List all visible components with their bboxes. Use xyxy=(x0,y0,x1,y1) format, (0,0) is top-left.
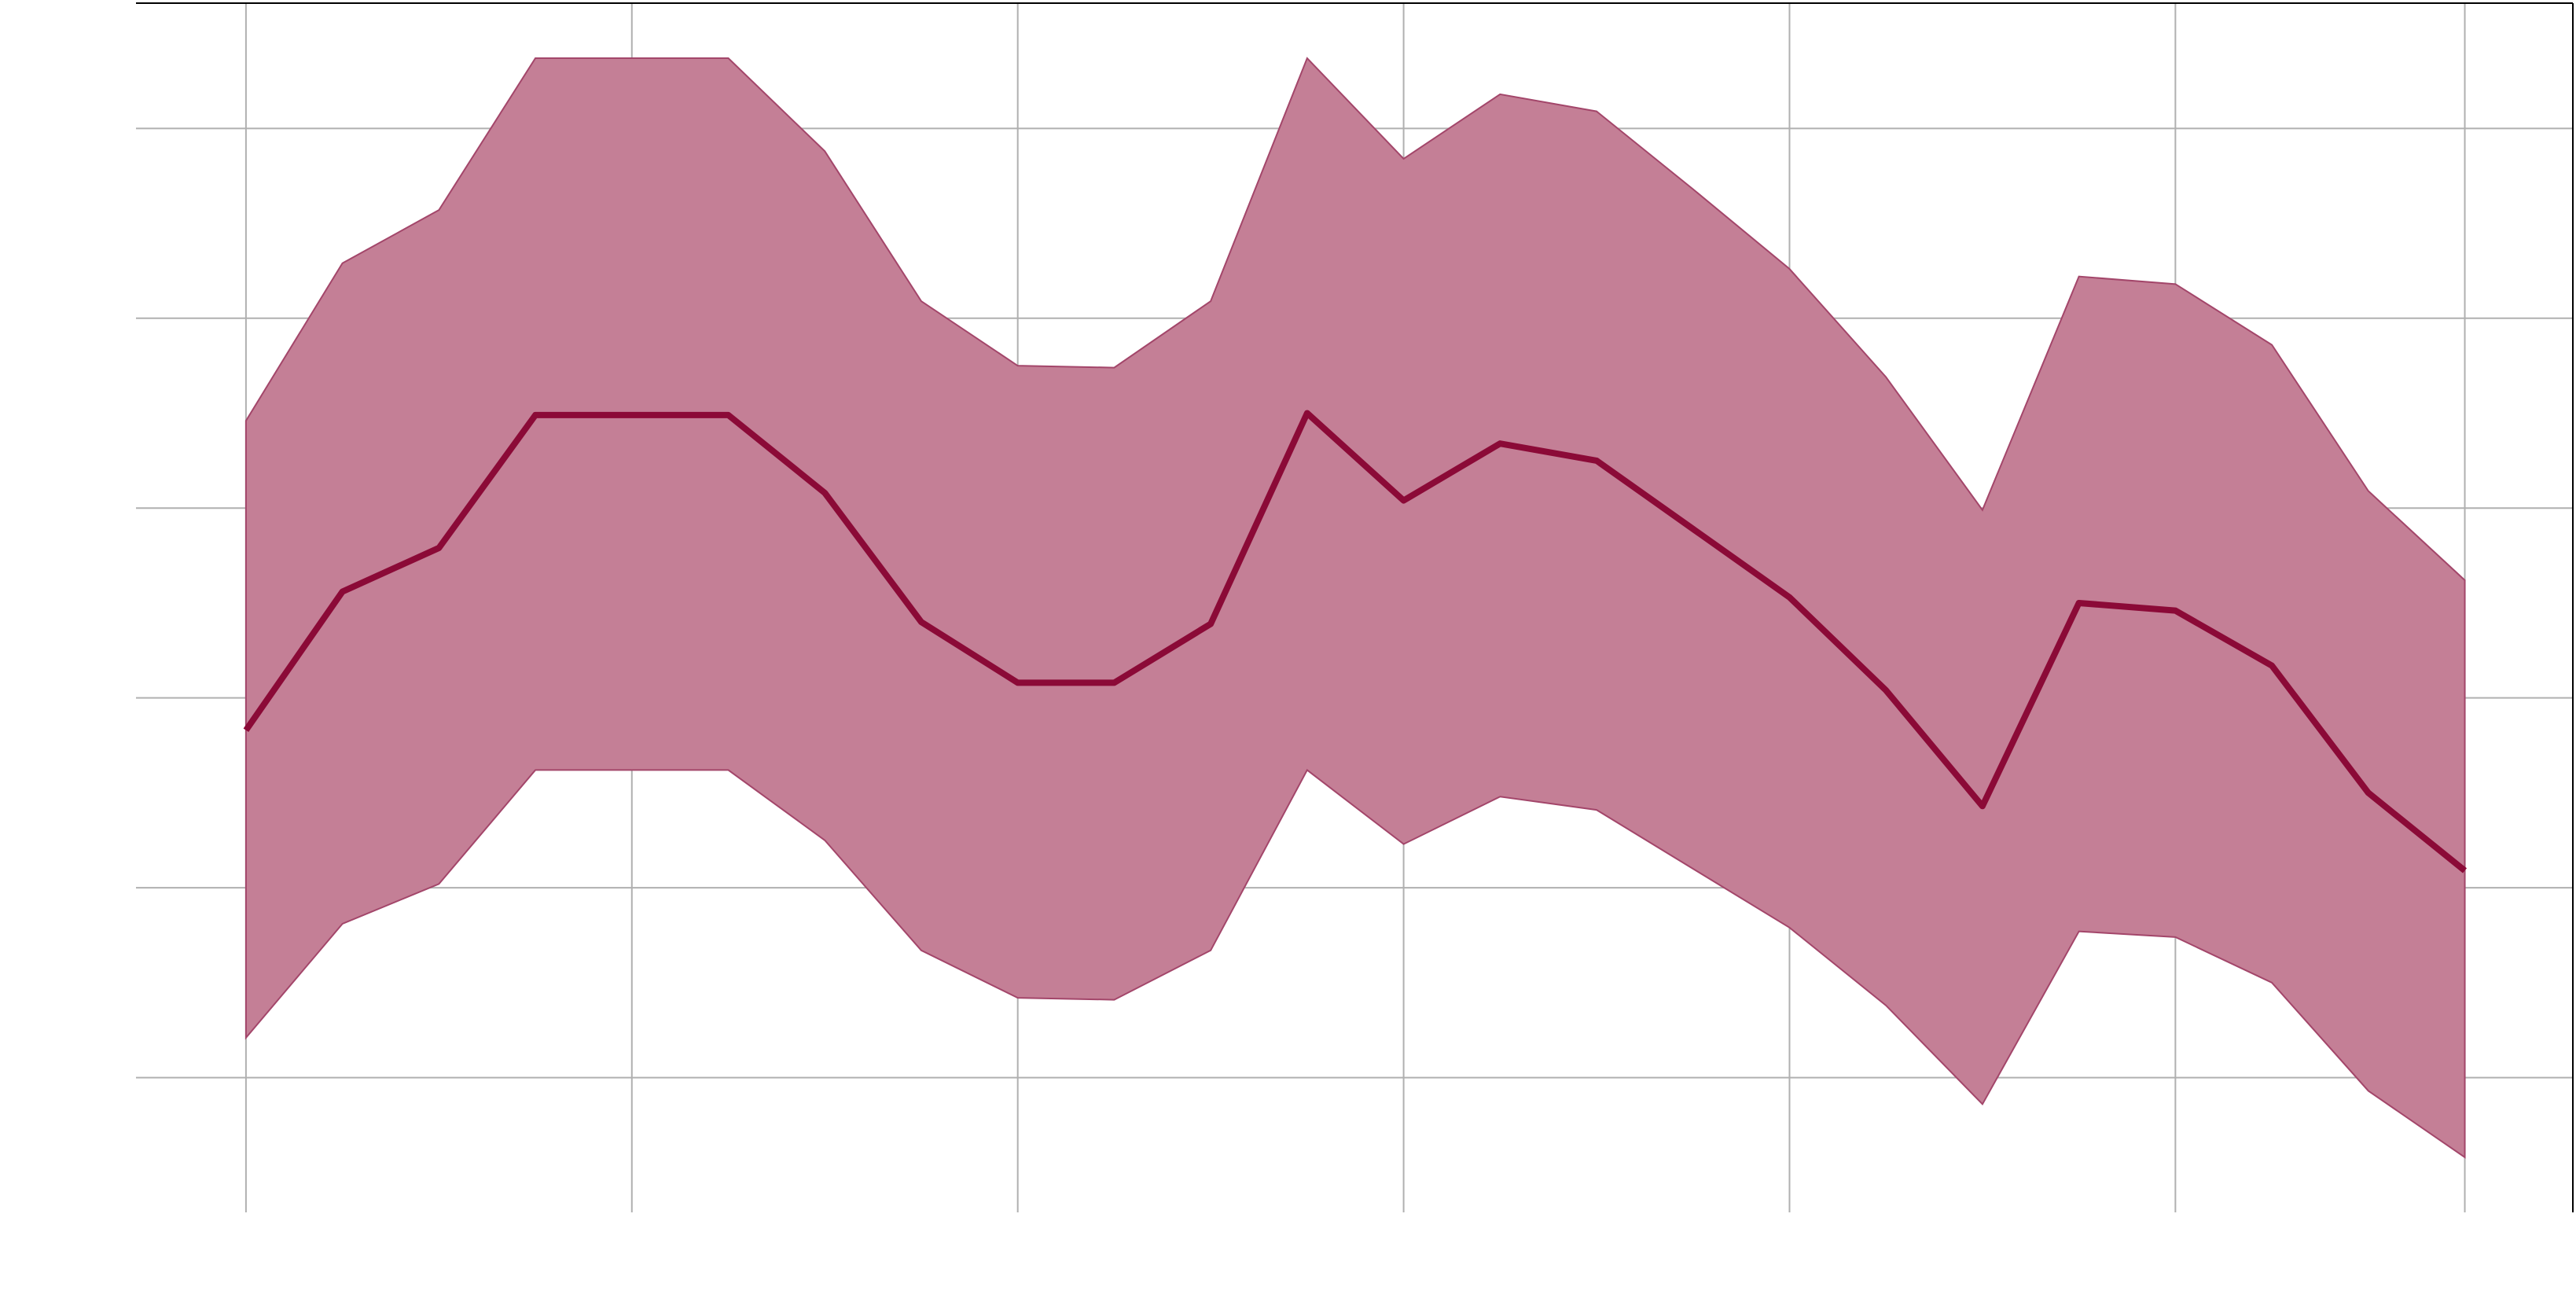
line xyxy=(243,410,2468,873)
plot xyxy=(243,57,2468,1159)
confidence-band xyxy=(244,57,2466,1159)
